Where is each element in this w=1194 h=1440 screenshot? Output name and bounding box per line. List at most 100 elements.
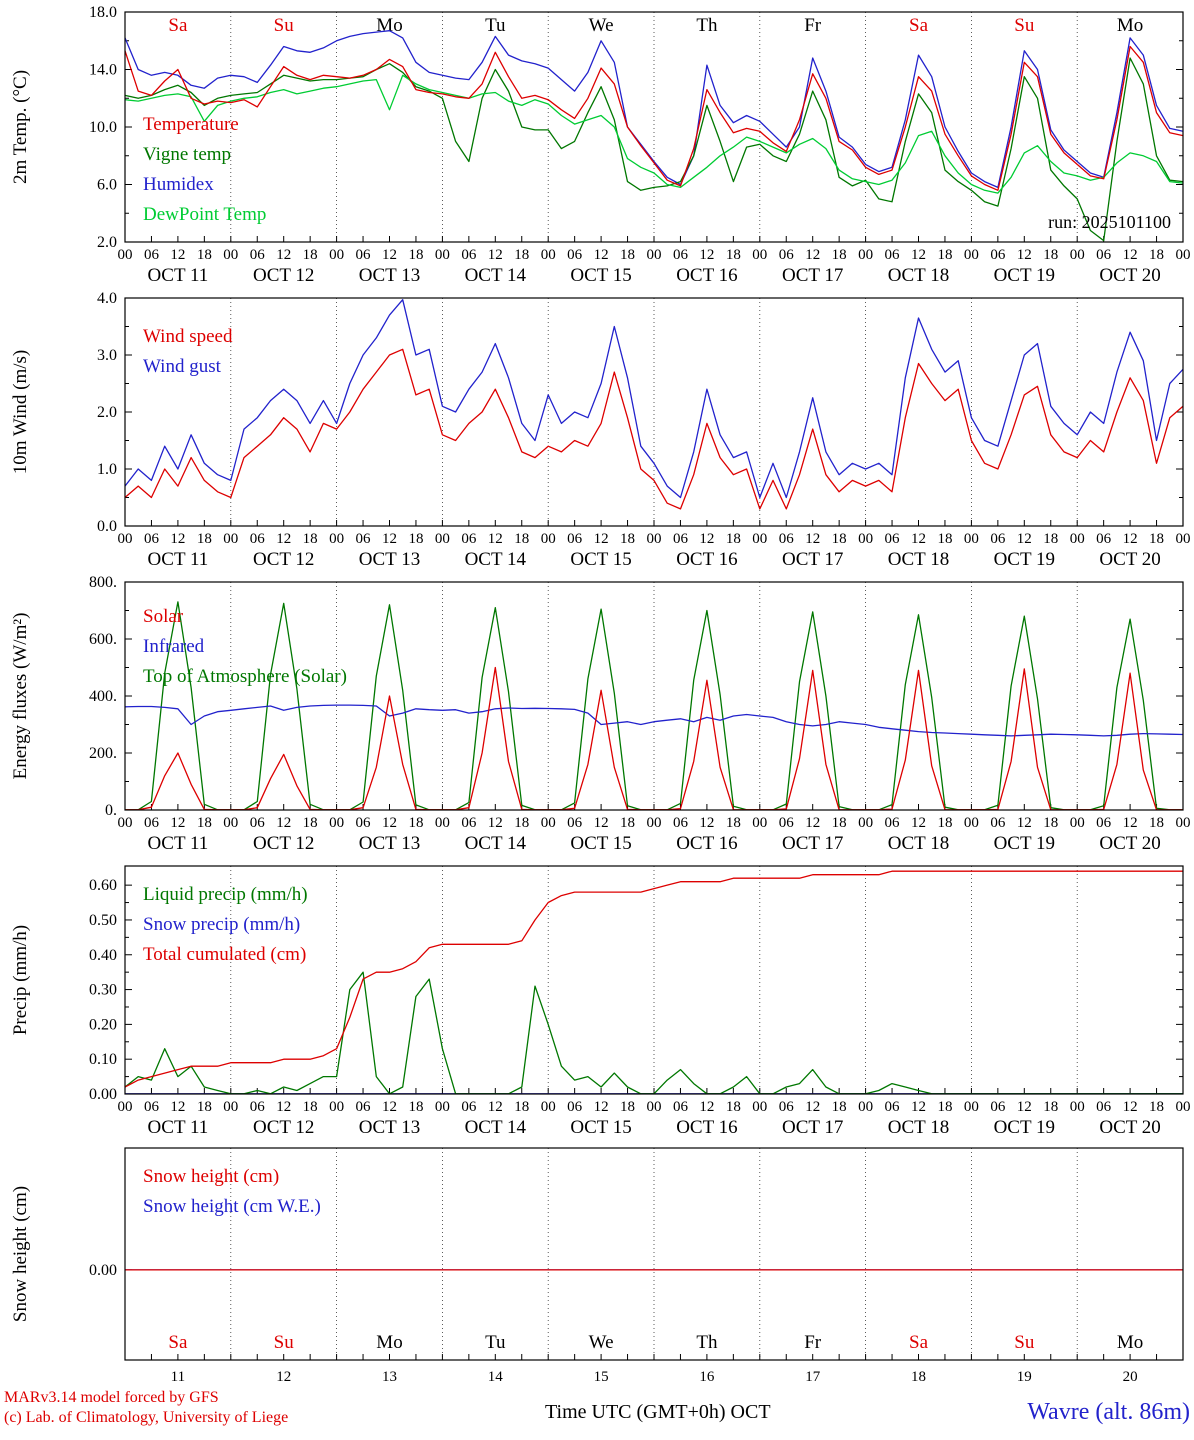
svg-text:12: 12 — [1017, 1099, 1032, 1115]
svg-text:OCT 16: OCT 16 — [676, 265, 737, 286]
svg-text:18: 18 — [1149, 1099, 1164, 1115]
weekday-label: Mo — [1117, 15, 1143, 36]
svg-text:OCT 13: OCT 13 — [359, 1117, 420, 1138]
svg-text:1.0: 1.0 — [97, 461, 117, 478]
svg-text:00: 00 — [435, 247, 450, 263]
svg-text:00: 00 — [964, 1099, 979, 1115]
svg-text:18: 18 — [620, 531, 635, 547]
x-axis: 00 06 12 18 00 06 12 18 00 06 12 18 00 06 12 18 00 06 12 18… — [118, 804, 1191, 854]
svg-text:18: 18 — [303, 531, 318, 547]
svg-text:00: 00 — [1176, 815, 1191, 831]
svg-text:OCT 13: OCT 13 — [359, 833, 420, 854]
svg-text:00: 00 — [752, 531, 767, 547]
svg-text:00: 00 — [223, 815, 238, 831]
y-axis: 0.0 1.0 2.0 3.0 4.0 — [97, 290, 1183, 535]
svg-text:OCT 11: OCT 11 — [148, 1117, 209, 1138]
weekday-label: Tu — [485, 1332, 506, 1353]
weekday-label: Th — [696, 1332, 718, 1353]
svg-text:OCT 11: OCT 11 — [148, 549, 209, 570]
svg-text:06: 06 — [567, 1099, 583, 1115]
station-label: Wavre (alt. 86m) — [1027, 1399, 1190, 1425]
legend-item: Snow height (cm) — [143, 1166, 279, 1187]
svg-text:OCT 14: OCT 14 — [465, 265, 527, 286]
svg-text:18: 18 — [408, 815, 423, 831]
legend-item: Wind speed — [143, 326, 233, 347]
svg-text:06: 06 — [356, 247, 372, 263]
svg-text:18: 18 — [832, 531, 847, 547]
svg-text:00: 00 — [541, 531, 556, 547]
svg-text:12: 12 — [805, 531, 820, 547]
y-axis-title: Precip (mm/h) — [10, 925, 31, 1035]
svg-text:06: 06 — [990, 247, 1006, 263]
svg-text:OCT 19: OCT 19 — [994, 549, 1055, 570]
svg-text:0.20: 0.20 — [89, 1016, 117, 1033]
svg-text:OCT 11: OCT 11 — [148, 265, 209, 286]
svg-text:OCT 15: OCT 15 — [570, 833, 631, 854]
series-wind-gust — [124, 299, 1184, 499]
svg-text:00: 00 — [329, 531, 344, 547]
legend-item: Humidex — [143, 174, 214, 195]
svg-text:18: 18 — [620, 815, 635, 831]
svg-text:200.: 200. — [89, 745, 117, 762]
svg-text:18: 18 — [1043, 815, 1058, 831]
svg-text:12: 12 — [911, 1099, 926, 1115]
svg-text:00: 00 — [858, 531, 873, 547]
weekday-label: Sa — [909, 15, 929, 36]
svg-text:0.00: 0.00 — [89, 1086, 117, 1103]
svg-text:00: 00 — [329, 815, 344, 831]
legend-item: Top of Atmosphere (Solar) — [143, 666, 347, 687]
svg-text:06: 06 — [885, 531, 901, 547]
svg-text:400.: 400. — [89, 688, 117, 705]
svg-text:12: 12 — [276, 1369, 291, 1385]
svg-text:00: 00 — [1176, 247, 1191, 263]
svg-text:OCT 17: OCT 17 — [782, 549, 843, 570]
svg-text:18: 18 — [514, 531, 529, 547]
svg-text:0.40: 0.40 — [89, 947, 117, 964]
y-axis-title: 10m Wind (m/s) — [10, 350, 31, 475]
svg-text:OCT 17: OCT 17 — [782, 265, 843, 286]
y-axis: 2.0 6.0 10.0 14.0 18.0 — [89, 4, 1183, 251]
legend-item: Solar — [143, 606, 184, 627]
svg-text:00: 00 — [1070, 815, 1085, 831]
svg-text:06: 06 — [673, 1099, 689, 1115]
svg-text:18: 18 — [408, 1099, 423, 1115]
svg-text:00: 00 — [964, 531, 979, 547]
svg-text:06: 06 — [779, 1099, 795, 1115]
svg-text:06: 06 — [461, 815, 477, 831]
svg-text:06: 06 — [144, 531, 160, 547]
series-wind-speed — [124, 348, 1184, 510]
svg-text:06: 06 — [990, 531, 1006, 547]
svg-text:18: 18 — [303, 247, 318, 263]
svg-text:19: 19 — [1017, 1369, 1032, 1385]
svg-text:00: 00 — [647, 247, 662, 263]
legend-item: Wind gust — [143, 356, 222, 377]
svg-text:12: 12 — [594, 531, 609, 547]
y-axis: 0. 200. 400. 600. 800. — [89, 574, 1183, 819]
x-axis: 00 06 12 18 00 06 12 18 00 06 12 18 00 06 12 18 00 06 12 18… — [118, 520, 1191, 570]
svg-text:18: 18 — [937, 815, 952, 831]
svg-text:18.0: 18.0 — [89, 4, 117, 21]
svg-text:00: 00 — [541, 815, 556, 831]
weekday-label: Th — [696, 15, 718, 36]
svg-text:12: 12 — [170, 815, 185, 831]
svg-text:18: 18 — [937, 1099, 952, 1115]
svg-text:06: 06 — [885, 1099, 901, 1115]
weekday-label: Sa — [168, 15, 188, 36]
svg-text:OCT 15: OCT 15 — [570, 549, 631, 570]
svg-text:18: 18 — [1149, 531, 1164, 547]
svg-text:06: 06 — [250, 247, 266, 263]
svg-text:06: 06 — [779, 247, 795, 263]
legend-item: Liquid precip (mm/h) — [143, 884, 308, 905]
svg-text:12: 12 — [594, 247, 609, 263]
svg-text:12: 12 — [699, 1099, 714, 1115]
svg-text:OCT 12: OCT 12 — [253, 1117, 314, 1138]
svg-text:06: 06 — [990, 815, 1006, 831]
svg-text:06: 06 — [567, 815, 583, 831]
svg-text:06: 06 — [1096, 815, 1112, 831]
svg-text:06: 06 — [461, 247, 477, 263]
svg-text:OCT 19: OCT 19 — [994, 1117, 1055, 1138]
svg-text:18: 18 — [514, 247, 529, 263]
svg-text:18: 18 — [832, 815, 847, 831]
svg-text:12: 12 — [488, 815, 503, 831]
